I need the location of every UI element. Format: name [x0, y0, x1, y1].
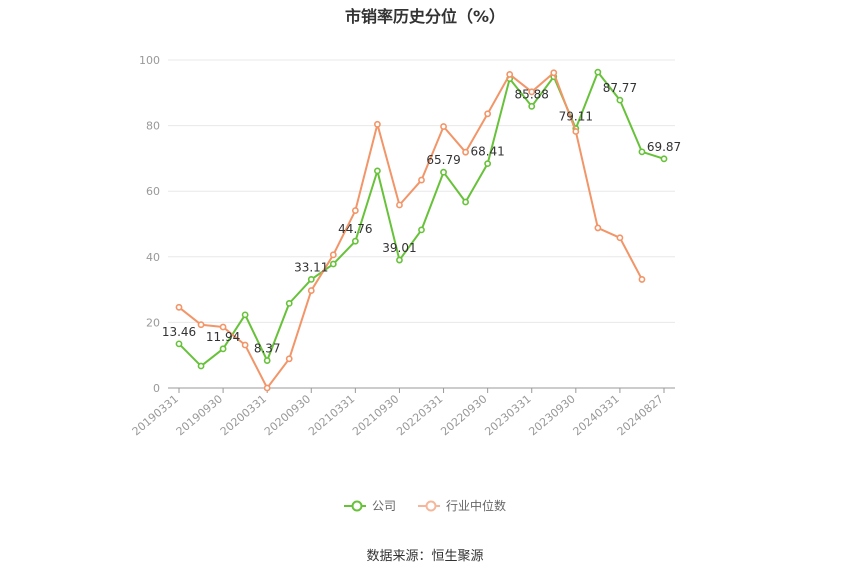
grid-lines: [168, 59, 675, 323]
data-point-industry: [396, 201, 403, 209]
data-point-company: [660, 155, 668, 163]
data-label-company: 44.76: [338, 222, 372, 236]
data-point-industry: [241, 341, 249, 349]
data-label-company: 33.11: [294, 260, 328, 274]
x-tick-label: 20200930: [262, 392, 313, 438]
data-point-company: [263, 357, 271, 364]
data-point-industry: [594, 224, 602, 232]
data-point-company: [396, 256, 403, 264]
data-label-company: 69.87: [647, 140, 681, 154]
data-point-company: [418, 226, 425, 234]
data-point-industry: [219, 323, 227, 331]
data-point-industry: [616, 234, 624, 242]
data-point-industry: [285, 355, 293, 363]
data-label-company: 68.41: [470, 145, 504, 159]
data-label-company: 79.11: [559, 110, 593, 124]
data-label-company: 85.88: [515, 87, 549, 101]
data-point-company: [594, 68, 602, 76]
data-point-industry: [307, 287, 315, 294]
data-point-company: [351, 237, 359, 245]
x-tick-label: 20220331: [394, 392, 445, 438]
data-point-industry: [263, 384, 271, 392]
y-tick-label: 60: [146, 185, 160, 198]
x-tick-label: 20190331: [130, 392, 181, 438]
series-lines: [175, 68, 668, 392]
data-point-company: [462, 198, 469, 206]
data-label-company: 8.37: [254, 342, 281, 356]
chart-title: 市销率历史分位（%）: [344, 7, 506, 26]
data-point-industry: [197, 321, 205, 329]
data-point-company: [329, 260, 337, 268]
x-tick-label: 20230331: [482, 392, 533, 438]
data-label-company: 39.01: [382, 241, 416, 255]
legend: 公司 行业中位数: [0, 497, 850, 514]
data-point-industry: [528, 88, 536, 96]
series-line-industry: [178, 71, 643, 389]
y-tick-label: 100: [139, 54, 160, 67]
data-point-company: [440, 168, 447, 176]
data-point-industry: [506, 71, 514, 78]
data-point-company: [638, 148, 646, 156]
x-tick-label: 20200331: [218, 392, 269, 438]
y-tick-label: 40: [146, 251, 160, 264]
data-label-company: 13.46: [162, 325, 196, 339]
x-tick-label: 20240827: [615, 392, 666, 438]
data-point-industry: [418, 176, 425, 184]
data-labels: 13.46 11.94 8.37 33.11 44.76 39.01 65.79 68.41 8…: [162, 81, 681, 355]
x-tick-label: 20240331: [571, 392, 622, 438]
legend-label-industry: 行业中位数: [446, 499, 507, 513]
data-point-company: [197, 362, 205, 370]
x-tick-label: 20210930: [350, 392, 401, 438]
x-tick-label: 20220930: [438, 392, 489, 438]
data-point-company: [175, 340, 183, 348]
data-point-company: [484, 160, 492, 168]
legend-item-company[interactable]: 公司: [343, 497, 396, 514]
y-tick-label: 20: [146, 316, 160, 329]
data-label-company: 11.94: [206, 330, 240, 344]
data-point-company: [241, 311, 249, 319]
data-point-company: [285, 299, 293, 307]
data-label-company: 65.79: [426, 153, 460, 167]
data-point-company: [374, 167, 381, 175]
data-point-industry: [329, 251, 337, 259]
data-point-industry: [484, 110, 492, 118]
source-note: 数据来源：恒生聚源: [366, 549, 484, 564]
data-point-industry: [374, 120, 381, 128]
data-point-industry: [351, 207, 359, 214]
legend-company-marker-icon: [343, 500, 366, 511]
x-tick-label: 20230930: [526, 392, 577, 438]
y-tick-label: 80: [146, 120, 160, 133]
y-tick-label: 0: [153, 382, 160, 395]
data-label-company: 87.77: [603, 81, 637, 95]
data-point-industry: [550, 69, 558, 77]
data-point-company: [528, 102, 536, 110]
data-point-company: [616, 96, 624, 104]
data-point-industry: [440, 123, 447, 130]
legend-industry-marker-icon: [418, 500, 440, 511]
data-point-company: [219, 345, 227, 353]
data-point-industry: [638, 276, 646, 283]
x-tick-label: 20210331: [306, 392, 357, 438]
legend-item-industry[interactable]: 行业中位数: [418, 497, 506, 514]
data-point-industry: [175, 303, 183, 311]
legend-label-company: 公司: [371, 499, 396, 513]
x-tick-label: 20190930: [174, 392, 225, 438]
data-point-company: [307, 275, 315, 283]
data-point-industry: [572, 128, 580, 135]
data-point-industry: [462, 148, 469, 156]
